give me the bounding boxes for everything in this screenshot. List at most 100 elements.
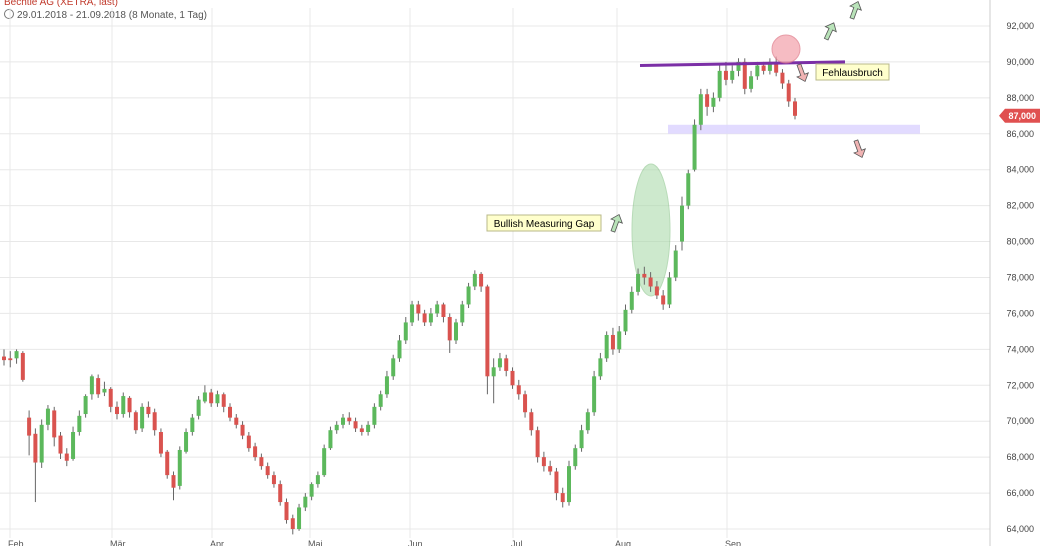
- x-month-label: Feb: [8, 539, 24, 546]
- up-arrow-icon: [823, 22, 837, 41]
- false-breakout-annotation-label: Fehlausbruch: [822, 68, 883, 79]
- candle-body: [673, 250, 678, 278]
- candle-body: [560, 493, 565, 503]
- candle-body: [45, 408, 50, 425]
- candle-body: [121, 396, 126, 415]
- instrument-title: Bechtle AG (XETRA, last): [4, 0, 118, 8]
- candle-body: [523, 394, 528, 413]
- candle-body: [234, 417, 239, 425]
- candle-body: [567, 466, 571, 503]
- candle-body: [516, 385, 521, 395]
- candle-body: [629, 291, 634, 310]
- candle-body: [491, 367, 496, 377]
- y-tick-label: 88,000: [1006, 93, 1034, 103]
- candle-body: [8, 358, 13, 361]
- candle-body: [472, 273, 477, 287]
- candle-body: [447, 317, 452, 341]
- candle-body: [77, 415, 82, 432]
- resistance-line: [639, 60, 846, 67]
- y-tick-label: 80,000: [1006, 237, 1034, 247]
- candle-body: [460, 304, 465, 323]
- candle-body: [334, 424, 339, 431]
- candle-body: [209, 392, 214, 404]
- x-month-label: Jul: [511, 539, 523, 546]
- candle-body: [554, 471, 559, 494]
- y-tick-label: 90,000: [1006, 57, 1034, 67]
- false-breakout-circle: [771, 34, 801, 64]
- candle-body: [730, 70, 735, 80]
- candle-body: [648, 277, 653, 287]
- candle-body: [793, 101, 797, 116]
- candle-body: [177, 449, 182, 486]
- candle-body: [158, 432, 163, 454]
- candle-body: [680, 205, 684, 242]
- candle-body: [271, 475, 276, 485]
- candle-body: [259, 457, 264, 467]
- candle-body: [642, 273, 647, 278]
- date-range-text: 29.01.2018 - 21.09.2018: [17, 10, 126, 21]
- candle-body: [479, 273, 484, 287]
- candle-body: [692, 124, 697, 170]
- measuring-gap-annotation-box: [486, 214, 602, 232]
- x-month-label: Mai: [308, 539, 323, 546]
- candle-body: [585, 412, 590, 431]
- candle-body: [240, 424, 245, 436]
- candle-body: [736, 61, 741, 71]
- candle-body: [353, 421, 358, 429]
- y-tick-label: 68,000: [1006, 452, 1034, 462]
- false-breakout-annotation-box: [815, 63, 890, 81]
- candle-body: [579, 430, 584, 449]
- candle-body: [165, 451, 170, 476]
- y-tick-label: 84,000: [1006, 165, 1034, 175]
- candle-body: [604, 334, 609, 359]
- candle-body: [416, 304, 421, 314]
- candle-body: [780, 72, 785, 84]
- candle-body: [391, 358, 396, 377]
- candle-body: [89, 376, 94, 395]
- candle-body: [108, 388, 113, 407]
- measuring-gap-annotation-label: Bullish Measuring Gap: [494, 219, 595, 230]
- y-tick-label: 64,000: [1006, 524, 1034, 534]
- x-month-label: Jun: [408, 539, 423, 546]
- candle-body: [146, 406, 151, 415]
- candle-body: [347, 417, 352, 422]
- candle-body: [140, 406, 145, 429]
- candle-body: [83, 396, 88, 415]
- y-tick-label: 66,000: [1006, 488, 1034, 498]
- candle-body: [661, 295, 666, 305]
- candle-body: [27, 417, 32, 436]
- candle-body: [33, 433, 38, 463]
- candle-body: [378, 394, 383, 407]
- x-month-label: Apr: [210, 539, 224, 546]
- candle-body: [297, 507, 302, 530]
- candle-body: [366, 424, 371, 432]
- y-tick-label: 92,000: [1006, 21, 1034, 31]
- candle-body: [284, 502, 289, 521]
- candle-body: [755, 65, 760, 77]
- candle-body: [202, 392, 207, 402]
- candle-body: [290, 518, 295, 530]
- x-month-label: Sep: [725, 539, 741, 546]
- y-tick-label: 74,000: [1006, 344, 1034, 354]
- down-arrow-icon: [796, 63, 810, 83]
- candle-body: [529, 412, 534, 431]
- candle-body: [265, 466, 270, 476]
- candle-body: [127, 397, 132, 413]
- candle-body: [742, 61, 747, 89]
- candle-body: [441, 304, 446, 318]
- candle-body: [698, 94, 703, 125]
- candle-body: [786, 83, 791, 102]
- candle-body: [52, 410, 57, 438]
- candle-body: [171, 475, 176, 488]
- candle-body: [610, 334, 615, 350]
- y-tick-label: 86,000: [1006, 129, 1034, 139]
- candle-body: [372, 406, 377, 425]
- candle-body: [246, 435, 251, 449]
- candle-body: [636, 273, 641, 292]
- candle-body: [504, 358, 509, 371]
- up-arrow-icon: [849, 0, 863, 20]
- candle-body: [133, 412, 138, 431]
- candle-body: [397, 340, 402, 359]
- y-tick-label: 82,000: [1006, 201, 1034, 211]
